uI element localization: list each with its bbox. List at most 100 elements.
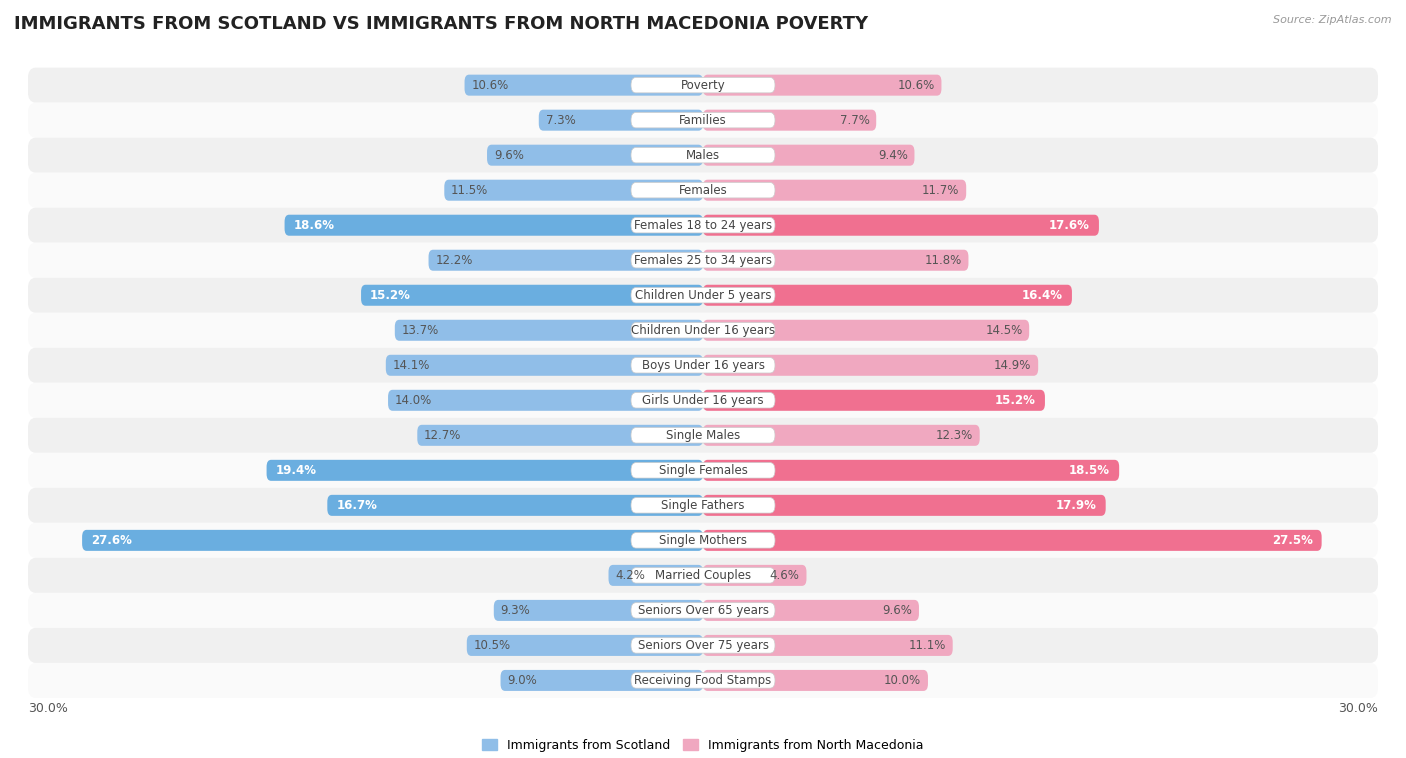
FancyBboxPatch shape [467,635,703,656]
FancyBboxPatch shape [703,565,807,586]
FancyBboxPatch shape [28,313,1378,348]
FancyBboxPatch shape [631,287,775,303]
FancyBboxPatch shape [464,74,703,96]
Text: 16.4%: 16.4% [1022,289,1063,302]
FancyBboxPatch shape [444,180,703,201]
FancyBboxPatch shape [388,390,703,411]
FancyBboxPatch shape [267,460,703,481]
FancyBboxPatch shape [703,635,953,656]
FancyBboxPatch shape [703,180,966,201]
Text: Females 18 to 24 years: Females 18 to 24 years [634,219,772,232]
Text: Poverty: Poverty [681,79,725,92]
FancyBboxPatch shape [631,77,775,92]
FancyBboxPatch shape [703,320,1029,341]
FancyBboxPatch shape [703,215,1099,236]
Text: 12.3%: 12.3% [936,429,973,442]
FancyBboxPatch shape [28,277,1378,313]
Text: 15.2%: 15.2% [370,289,411,302]
Text: 9.0%: 9.0% [508,674,537,687]
FancyBboxPatch shape [703,249,969,271]
FancyBboxPatch shape [631,252,775,268]
FancyBboxPatch shape [631,218,775,233]
FancyBboxPatch shape [631,637,775,653]
FancyBboxPatch shape [328,495,703,516]
FancyBboxPatch shape [703,670,928,691]
FancyBboxPatch shape [631,323,775,338]
FancyBboxPatch shape [631,393,775,408]
FancyBboxPatch shape [486,145,703,166]
Text: Females: Females [679,183,727,196]
Text: Children Under 16 years: Children Under 16 years [631,324,775,337]
FancyBboxPatch shape [28,628,1378,663]
FancyBboxPatch shape [429,249,703,271]
Text: Single Mothers: Single Mothers [659,534,747,547]
FancyBboxPatch shape [28,488,1378,523]
FancyBboxPatch shape [631,462,775,478]
Text: IMMIGRANTS FROM SCOTLAND VS IMMIGRANTS FROM NORTH MACEDONIA POVERTY: IMMIGRANTS FROM SCOTLAND VS IMMIGRANTS F… [14,15,868,33]
Text: 9.6%: 9.6% [883,604,912,617]
FancyBboxPatch shape [28,208,1378,243]
Text: 12.7%: 12.7% [425,429,461,442]
Text: 27.5%: 27.5% [1272,534,1313,547]
FancyBboxPatch shape [28,138,1378,173]
Legend: Immigrants from Scotland, Immigrants from North Macedonia: Immigrants from Scotland, Immigrants fro… [478,734,928,756]
Text: Boys Under 16 years: Boys Under 16 years [641,359,765,371]
Text: 11.8%: 11.8% [925,254,962,267]
Text: 9.4%: 9.4% [877,149,908,161]
Text: 18.5%: 18.5% [1069,464,1111,477]
FancyBboxPatch shape [609,565,703,586]
Text: Girls Under 16 years: Girls Under 16 years [643,394,763,407]
FancyBboxPatch shape [28,102,1378,138]
FancyBboxPatch shape [28,67,1378,102]
Text: 18.6%: 18.6% [294,219,335,232]
Text: Receiving Food Stamps: Receiving Food Stamps [634,674,772,687]
FancyBboxPatch shape [631,498,775,513]
FancyBboxPatch shape [631,673,775,688]
Text: Single Females: Single Females [658,464,748,477]
Text: 9.3%: 9.3% [501,604,530,617]
Text: 10.6%: 10.6% [471,79,509,92]
Text: Families: Families [679,114,727,127]
Text: 7.7%: 7.7% [839,114,869,127]
Text: Females 25 to 34 years: Females 25 to 34 years [634,254,772,267]
FancyBboxPatch shape [703,145,914,166]
Text: Seniors Over 75 years: Seniors Over 75 years [637,639,769,652]
FancyBboxPatch shape [538,110,703,130]
Text: 10.5%: 10.5% [474,639,510,652]
Text: 17.9%: 17.9% [1056,499,1097,512]
Text: 17.6%: 17.6% [1049,219,1090,232]
FancyBboxPatch shape [703,600,920,621]
FancyBboxPatch shape [631,568,775,583]
Text: Seniors Over 65 years: Seniors Over 65 years [637,604,769,617]
FancyBboxPatch shape [284,215,703,236]
Text: Married Couples: Married Couples [655,569,751,582]
FancyBboxPatch shape [631,358,775,373]
FancyBboxPatch shape [703,285,1071,305]
Text: 27.6%: 27.6% [91,534,132,547]
FancyBboxPatch shape [28,663,1378,698]
FancyBboxPatch shape [501,670,703,691]
Text: 11.7%: 11.7% [922,183,959,196]
FancyBboxPatch shape [631,148,775,163]
FancyBboxPatch shape [361,285,703,305]
FancyBboxPatch shape [703,110,876,130]
FancyBboxPatch shape [395,320,703,341]
FancyBboxPatch shape [28,418,1378,453]
FancyBboxPatch shape [28,173,1378,208]
Text: 30.0%: 30.0% [1339,702,1378,715]
FancyBboxPatch shape [631,603,775,618]
FancyBboxPatch shape [28,348,1378,383]
Text: 30.0%: 30.0% [28,702,67,715]
Text: 4.6%: 4.6% [770,569,800,582]
Text: 9.6%: 9.6% [494,149,523,161]
Text: 10.0%: 10.0% [884,674,921,687]
Text: Single Males: Single Males [666,429,740,442]
FancyBboxPatch shape [703,355,1038,376]
FancyBboxPatch shape [703,424,980,446]
Text: 14.5%: 14.5% [986,324,1022,337]
Text: Males: Males [686,149,720,161]
FancyBboxPatch shape [631,183,775,198]
Text: 15.2%: 15.2% [995,394,1036,407]
Text: Source: ZipAtlas.com: Source: ZipAtlas.com [1274,15,1392,25]
Text: Children Under 5 years: Children Under 5 years [634,289,772,302]
